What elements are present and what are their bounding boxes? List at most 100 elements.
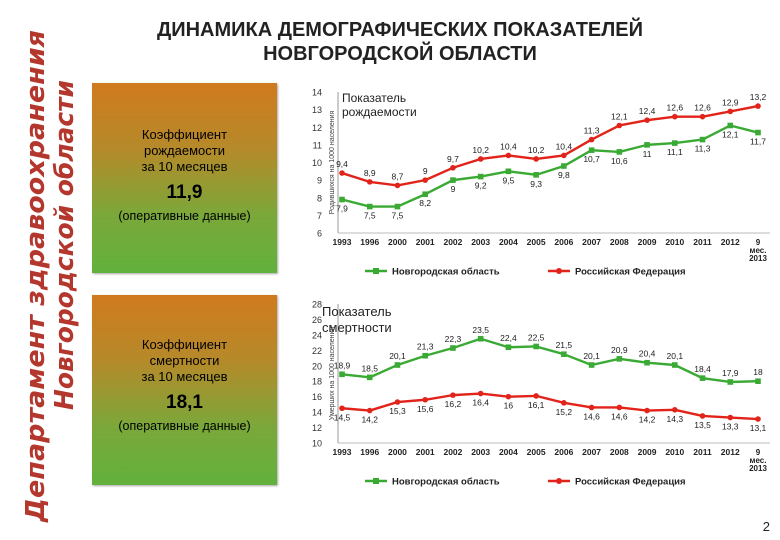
data-label: 22,4 [500,333,517,343]
data-point [699,136,706,143]
data-point [727,414,734,421]
data-point [616,356,623,362]
data-label: 20,9 [611,345,628,355]
data-point [588,404,595,411]
y-tick-label: 12 [312,423,322,433]
death-rate-label-3: за 10 месяцев [141,369,228,384]
data-label: 10,4 [500,141,517,151]
data-label: 18 [753,367,763,377]
data-label: 14,6 [583,411,600,421]
data-point [505,168,512,175]
death-rate-value: 18,1 [166,392,203,413]
data-label: 9,3 [530,179,542,189]
data-point [561,351,567,357]
death-rate-label-2: смертности [149,353,220,368]
legend-label-1: Российская Федерация [575,267,686,278]
data-label: 10,2 [528,145,545,155]
y-tick-label: 10 [312,158,322,168]
data-label: 20,4 [639,349,656,359]
y-tick-label: 9 [317,176,322,186]
x-tick-label: 2008 [610,447,629,457]
data-label: 9 [451,184,456,194]
birth-rate-label-1: Коэффициент [141,127,228,142]
y-tick-label: 20 [312,361,322,371]
data-label: 13,1 [750,423,767,433]
data-point [339,405,345,412]
data-label: 13,3 [722,422,739,432]
y-tick-label: 6 [317,229,322,239]
page-title-line-2: НОВГОРОДСКОЙ ОБЛАСТИ [263,43,537,65]
x-tick-label: 2004 [499,447,518,457]
x-tick-label: 2010 [665,237,684,247]
page-title: ДИНАМИКА ДЕМОГРАФИЧЕСКИХ ПОКАЗАТЕЛЕЙ НОВ… [100,18,700,66]
y-tick-label: 10 [312,439,322,449]
data-point [616,404,623,411]
x-tick-label: 2002 [443,447,462,457]
page-title-line-1: ДИНАМИКА ДЕМОГРАФИЧЕСКИХ ПОКАЗАТЕЛЕЙ [156,19,644,41]
data-point [422,352,428,359]
x-tick-label: 1993 [333,237,352,247]
data-label: 16,1 [528,400,545,410]
data-label: 7,5 [364,211,376,221]
data-point [477,390,484,397]
data-label: 16,2 [445,399,462,409]
legend-label-1: Российская Федерация [575,477,686,488]
x-tick-label: 2006 [554,237,573,247]
data-label: 11,7 [750,137,766,147]
department-vertical-label: Департамент здравоохранения Новгородской… [21,30,80,523]
data-point [672,113,678,120]
data-point [588,147,595,153]
data-label: 16 [504,401,514,411]
x-tick-label: 1993 [333,447,352,457]
y-tick-label: 16 [312,392,322,402]
data-point [394,399,401,405]
y-tick-label: 22 [312,346,322,356]
data-label: 11,3 [695,144,711,154]
birth-rate-value: 11,9 [166,182,203,203]
data-point [755,129,761,136]
data-label: 15,2 [556,407,573,417]
data-point [450,164,456,171]
x-tick-label: 2012 [721,447,740,457]
y-tick-label: 18 [312,377,322,387]
data-label: 21,3 [417,342,434,352]
data-label: 18,4 [694,364,711,374]
data-label: 14,6 [611,411,628,421]
data-label: 18,5 [361,363,378,373]
data-label: 20,1 [583,351,600,361]
data-point [366,407,373,414]
x-tick-label: 2003 [471,237,490,247]
legend-label-0: Новгородская область [392,267,500,278]
data-point [672,406,678,413]
data-point [339,371,345,378]
y-tick-label: 12 [312,123,322,133]
data-point [533,156,539,162]
data-label: 14,5 [334,412,351,422]
data-label: 22,5 [528,332,545,342]
data-label: 23,5 [472,325,489,335]
data-label: 10,7 [583,154,600,164]
data-label: 17,9 [722,368,739,378]
data-point [366,374,373,381]
data-label: 8,9 [364,168,376,178]
data-label: 15,3 [389,406,406,416]
legend-label-0: Новгородская область [392,477,500,488]
data-point [450,177,456,183]
data-point [505,152,512,159]
birth-rate-label-3: за 10 месяцев [141,159,228,174]
data-label: 18,9 [334,360,351,370]
data-point [699,413,706,419]
x-tick-label: 2000 [388,237,407,247]
series-line-1 [341,392,759,421]
data-point [394,182,401,189]
x-tick-label: 2010 [665,447,684,457]
data-label: 14,2 [639,415,656,425]
data-point [422,396,428,403]
data-point [699,113,706,120]
legend-marker [556,268,562,274]
death-rate-label-1: Коэффициент [141,337,228,352]
death-rate-panel: Коэффициент смертности за 10 месяцев 18,… [92,295,277,485]
data-label: 20,1 [389,351,406,361]
data-point [644,142,650,148]
birth-rate-panel: Коэффициент рождаемости за 10 месяцев 11… [92,83,277,273]
